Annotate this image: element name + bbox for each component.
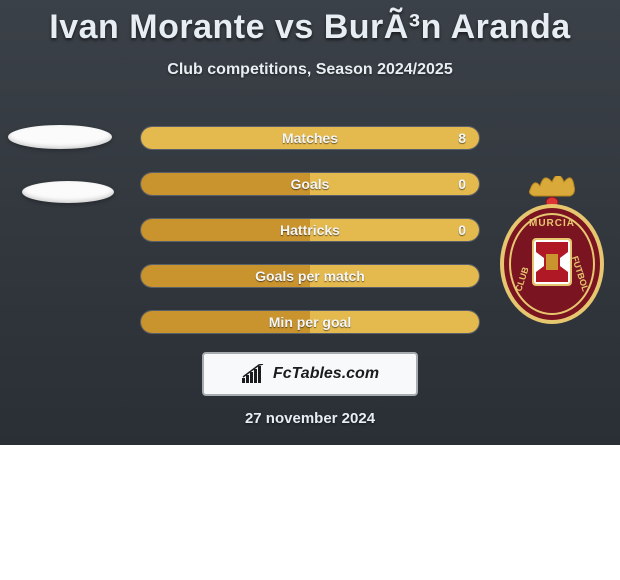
- stat-bars: Matches8Goals0Hattricks0Goals per matchM…: [140, 126, 480, 356]
- date-text: 27 november 2024: [0, 410, 620, 427]
- stat-bar-value: 0: [458, 172, 466, 196]
- stat-bar-row: Min per goal: [140, 310, 480, 334]
- stat-bar-label: Goals: [140, 172, 480, 196]
- ellipse-shape: [22, 181, 114, 203]
- murcia-crest-icon: MURCIA CLUB FUTBOL: [500, 176, 604, 326]
- stat-bar-value: 0: [458, 218, 466, 242]
- comparison-card: Ivan Morante vs BurÃ³n Aranda Club compe…: [0, 0, 620, 445]
- bars-icon: [241, 364, 267, 384]
- stat-bar-label: Hattricks: [140, 218, 480, 242]
- page-title: Ivan Morante vs BurÃ³n Aranda: [0, 0, 620, 47]
- stat-bar-row: Goals0: [140, 172, 480, 196]
- stat-bar-label: Goals per match: [140, 264, 480, 288]
- stat-bar-row: Goals per match: [140, 264, 480, 288]
- attribution-text: FcTables.com: [273, 365, 379, 383]
- subtitle: Club competitions, Season 2024/2025: [0, 61, 620, 79]
- stat-bar-label: Min per goal: [140, 310, 480, 334]
- stat-bar-value: 8: [458, 126, 466, 150]
- stat-bar-row: Matches8: [140, 126, 480, 150]
- ellipse-shape: [8, 125, 112, 149]
- right-team-badge: MURCIA CLUB FUTBOL: [500, 176, 604, 331]
- left-team-placeholder: [8, 125, 114, 203]
- stat-bar-label: Matches: [140, 126, 480, 150]
- svg-text:MURCIA: MURCIA: [529, 218, 575, 229]
- attribution-box: FcTables.com: [202, 352, 418, 396]
- stat-bar-row: Hattricks0: [140, 218, 480, 242]
